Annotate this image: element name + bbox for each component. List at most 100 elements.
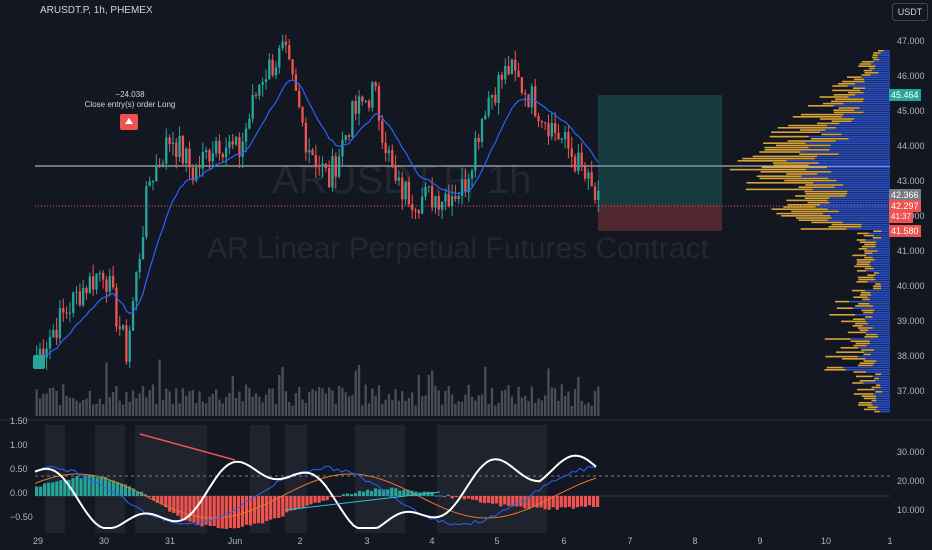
- osc-left-tick-label: 0.00: [10, 488, 28, 498]
- profile-bar-buy: [865, 239, 890, 241]
- profile-bar-sell: [840, 347, 858, 349]
- volume-bar: [444, 391, 447, 416]
- candle-body: [321, 163, 324, 167]
- osc-divergence-cyan: [284, 491, 441, 511]
- profile-bar-buy: [855, 83, 890, 85]
- profile-bar-buy: [881, 287, 890, 290]
- entry-marker[interactable]: [33, 355, 45, 369]
- profile-bar-buy: [849, 300, 890, 303]
- volume-bar: [560, 384, 563, 416]
- volume-bar: [204, 403, 208, 416]
- profile-bar-sell: [859, 294, 872, 296]
- currency-button[interactable]: USDT: [892, 3, 928, 21]
- candle-body: [155, 164, 158, 182]
- volume-bar: [524, 395, 527, 416]
- profile-bar-sell: [852, 254, 867, 257]
- profile-bar-sell: [786, 199, 828, 202]
- candle-body: [447, 194, 450, 207]
- histogram-bar: [293, 496, 297, 511]
- position-stop-zone[interactable]: [598, 205, 722, 231]
- volume-bar: [317, 387, 321, 416]
- histogram-bar: [386, 489, 390, 496]
- histogram-bar: [265, 496, 269, 521]
- profile-bar-sell: [795, 195, 846, 197]
- histogram-bar: [277, 496, 281, 518]
- candle-body: [101, 272, 105, 280]
- histogram-bar: [301, 496, 305, 509]
- profile-bar-buy: [829, 197, 890, 199]
- symbol-title: ARUSDT.P, 1h, PHEMEX: [40, 5, 153, 16]
- profile-bar-buy: [865, 289, 890, 292]
- candle-body: [490, 94, 494, 98]
- volume-bar: [550, 387, 553, 416]
- candle-body: [208, 150, 211, 162]
- candle-body: [427, 186, 431, 188]
- volume-bar: [327, 387, 331, 416]
- histogram-bar: [382, 489, 386, 496]
- profile-bar-sell: [769, 135, 809, 138]
- histogram-bar: [196, 496, 200, 526]
- candle-body: [364, 100, 367, 102]
- profile-bar-buy: [841, 116, 890, 118]
- profile-bar-buy: [867, 281, 890, 283]
- time-tick-label: 3: [364, 536, 370, 546]
- histogram-bar: [474, 496, 479, 501]
- volume-bar: [68, 397, 72, 416]
- candle-body: [125, 325, 128, 362]
- volume-bar: [494, 405, 497, 416]
- candle-body: [62, 307, 65, 313]
- profile-bar-sell: [836, 307, 853, 309]
- volume-bar: [464, 394, 467, 416]
- histogram-bar: [575, 496, 580, 508]
- profile-bar-buy: [867, 296, 890, 298]
- profile-bar-buy: [827, 219, 890, 221]
- histogram-bar: [515, 496, 519, 507]
- candle-body: [324, 163, 327, 169]
- profile-bar-sell: [873, 58, 880, 61]
- profile-bar-sell: [861, 309, 875, 312]
- candle-body: [573, 156, 577, 171]
- time-tick-label: 9: [757, 536, 763, 546]
- volume-bar: [583, 404, 587, 416]
- volume-bar: [354, 370, 357, 416]
- volume-bar: [128, 401, 131, 416]
- volume-bar: [298, 387, 301, 416]
- candle-body: [327, 168, 331, 188]
- histogram-bar: [256, 496, 261, 524]
- histogram-bar: [135, 491, 140, 496]
- profile-bar-buy: [875, 274, 890, 276]
- profile-bar-sell: [842, 80, 865, 83]
- volume-bar: [201, 401, 205, 416]
- candle-body: [311, 150, 314, 156]
- candle-body: [261, 81, 264, 85]
- profile-bar-buy: [880, 384, 890, 386]
- histogram-bar: [345, 493, 349, 496]
- candle-body: [234, 136, 238, 145]
- profile-bar-sell: [787, 140, 836, 142]
- volume-bar: [62, 384, 65, 416]
- histogram-bar: [220, 496, 224, 529]
- profile-bar-sell: [852, 382, 864, 384]
- candle-body: [181, 135, 185, 164]
- candle-body: [95, 273, 98, 290]
- histogram-bar: [216, 496, 220, 529]
- volume-bar: [185, 395, 188, 416]
- volume-bar: [115, 385, 118, 416]
- profile-bar-sell: [833, 94, 856, 96]
- position-target-zone[interactable]: [598, 95, 722, 205]
- histogram-bar: [99, 477, 103, 496]
- osc-band: [285, 425, 307, 533]
- profile-bar-sell: [760, 171, 832, 173]
- volume-bar: [38, 398, 42, 416]
- candle-body: [185, 148, 188, 164]
- volume-bar: [91, 404, 95, 416]
- profile-bar-sell: [859, 362, 875, 364]
- profile-bar-sell: [873, 230, 882, 232]
- candle-body: [278, 48, 281, 68]
- volume-bar: [168, 391, 171, 416]
- histogram-bar: [152, 496, 156, 501]
- profile-bar-sell: [859, 241, 877, 243]
- histogram-bar: [482, 496, 487, 504]
- profile-bar-sell: [819, 118, 855, 120]
